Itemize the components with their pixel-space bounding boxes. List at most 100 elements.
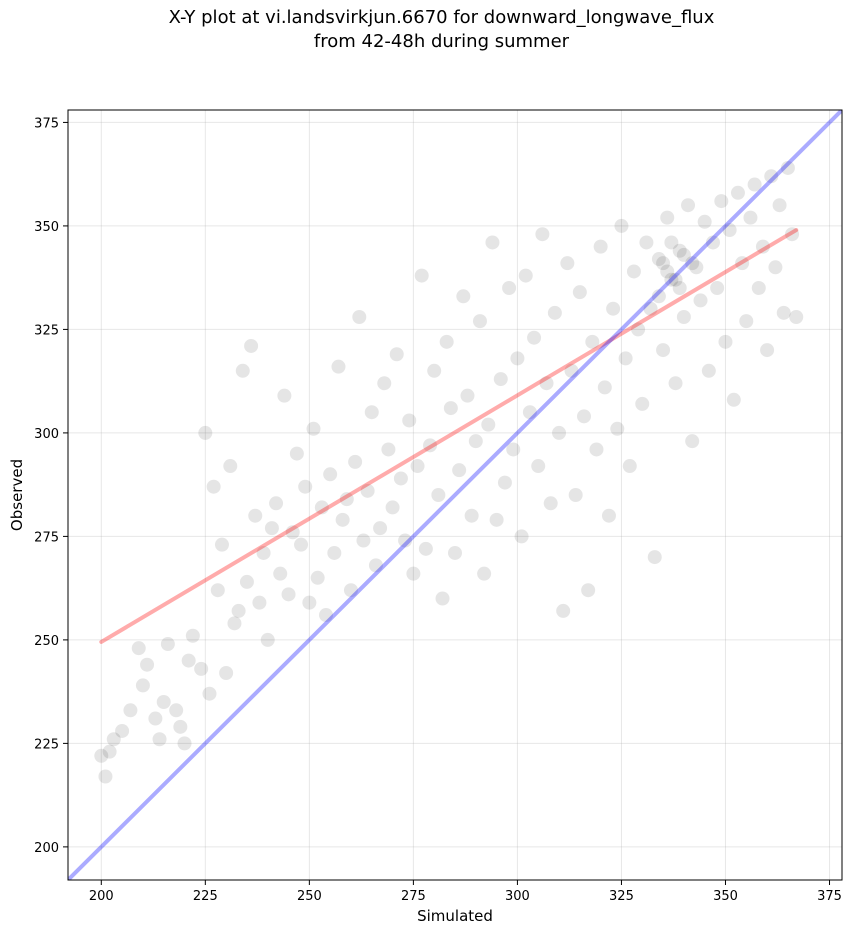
- data-point: [606, 301, 621, 316]
- data-point: [481, 417, 496, 432]
- data-point: [135, 678, 150, 693]
- data-point: [214, 537, 229, 552]
- data-point: [260, 632, 275, 647]
- data-point: [656, 343, 671, 358]
- y-tick-label: 325: [34, 323, 59, 338]
- data-point: [660, 264, 675, 279]
- data-point: [443, 401, 458, 416]
- data-point: [181, 653, 196, 668]
- x-tick-label: 275: [401, 889, 426, 904]
- data-point: [635, 396, 650, 411]
- data-point: [514, 529, 529, 544]
- data-point: [668, 272, 683, 287]
- data-point: [477, 566, 492, 581]
- chart-subtitle: from 42-48h during summer: [313, 31, 570, 52]
- data-point: [423, 438, 438, 453]
- data-point: [531, 459, 546, 474]
- data-point: [539, 376, 554, 391]
- data-point: [219, 666, 234, 681]
- data-point: [589, 442, 604, 457]
- data-point: [493, 372, 508, 387]
- data-point: [518, 268, 533, 283]
- data-point: [564, 363, 579, 378]
- data-point: [660, 210, 675, 225]
- data-point: [643, 301, 658, 316]
- data-point: [185, 628, 200, 643]
- data-point: [768, 260, 783, 275]
- data-point: [177, 736, 192, 751]
- data-point: [726, 392, 741, 407]
- data-point: [131, 641, 146, 656]
- data-point: [356, 533, 371, 548]
- data-point: [672, 281, 687, 296]
- data-point: [456, 289, 471, 304]
- data-point: [676, 247, 691, 262]
- lines-layer: [68, 110, 842, 880]
- data-point: [672, 243, 687, 258]
- data-point: [452, 463, 467, 478]
- data-point: [681, 198, 696, 213]
- y-tick-label: 300: [34, 427, 59, 442]
- data-point: [302, 595, 317, 610]
- data-point: [785, 227, 800, 242]
- data-point: [543, 496, 558, 511]
- data-point: [597, 380, 612, 395]
- data-point: [626, 264, 641, 279]
- data-point: [235, 363, 250, 378]
- data-point: [310, 570, 325, 585]
- x-tick-label: 350: [713, 889, 738, 904]
- data-point: [169, 703, 184, 718]
- data-point: [402, 413, 417, 428]
- y-axis-label: Observed: [8, 459, 26, 531]
- x-tick-label: 225: [193, 889, 218, 904]
- data-point: [248, 508, 263, 523]
- data-point: [202, 686, 217, 701]
- data-point: [343, 583, 358, 598]
- data-point: [676, 309, 691, 324]
- data-point: [751, 281, 766, 296]
- data-point: [535, 227, 550, 242]
- data-point: [427, 363, 442, 378]
- data-point: [360, 483, 375, 498]
- data-point: [685, 434, 700, 449]
- data-point: [381, 442, 396, 457]
- data-point: [140, 657, 155, 672]
- data-point: [489, 512, 504, 527]
- data-point: [435, 591, 450, 606]
- data-point: [148, 711, 163, 726]
- data-point: [439, 334, 454, 349]
- data-point: [298, 479, 313, 494]
- data-point: [364, 405, 379, 420]
- data-point: [701, 363, 716, 378]
- data-point: [319, 608, 333, 623]
- data-point: [385, 500, 400, 515]
- data-point: [277, 388, 292, 403]
- data-point: [755, 239, 770, 254]
- data-point: [552, 425, 567, 440]
- data-point: [173, 719, 188, 734]
- data-point: [610, 421, 625, 436]
- data-point: [252, 595, 267, 610]
- x-tick-label: 375: [817, 889, 842, 904]
- data-point: [472, 314, 487, 329]
- data-point: [206, 479, 221, 494]
- data-point: [194, 661, 209, 676]
- data-point: [710, 281, 725, 296]
- identity-line: [68, 110, 842, 880]
- data-point: [577, 409, 591, 424]
- data-point: [464, 508, 479, 523]
- data-point: [593, 239, 608, 254]
- data-point: [614, 218, 629, 233]
- data-point: [269, 496, 284, 511]
- data-point: [431, 488, 446, 502]
- data-point: [156, 694, 171, 709]
- x-tick-label: 300: [505, 889, 530, 904]
- data-point: [223, 459, 238, 474]
- data-point: [94, 748, 109, 763]
- plot-frame: [67, 109, 843, 881]
- data-point: [227, 616, 242, 631]
- y-tick-label: 200: [34, 841, 59, 856]
- data-point: [651, 289, 666, 304]
- data-point: [460, 388, 475, 403]
